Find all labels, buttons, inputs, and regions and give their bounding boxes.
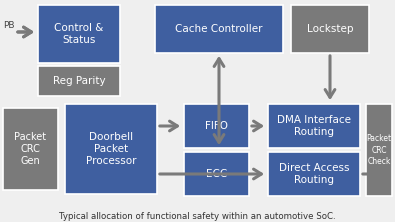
FancyBboxPatch shape — [65, 104, 157, 194]
Text: Packet
CRC
Gen: Packet CRC Gen — [15, 132, 47, 166]
Text: PB: PB — [3, 20, 15, 30]
Text: Cache Controller: Cache Controller — [175, 24, 263, 34]
Text: Direct Access
Routing: Direct Access Routing — [279, 163, 349, 185]
FancyBboxPatch shape — [366, 104, 392, 196]
FancyBboxPatch shape — [268, 152, 360, 196]
Text: FIFO: FIFO — [205, 121, 228, 131]
Text: Packet
CRC
Check: Packet CRC Check — [367, 134, 391, 166]
FancyBboxPatch shape — [3, 108, 58, 190]
Text: Typical allocation of functional safety within an automotive SoC.: Typical allocation of functional safety … — [59, 212, 336, 220]
FancyBboxPatch shape — [155, 5, 283, 53]
Text: Reg Parity: Reg Parity — [53, 76, 105, 86]
FancyBboxPatch shape — [291, 5, 369, 53]
FancyBboxPatch shape — [184, 104, 249, 148]
FancyBboxPatch shape — [38, 5, 120, 63]
FancyBboxPatch shape — [184, 152, 249, 196]
Text: DMA Interface
Routing: DMA Interface Routing — [277, 115, 351, 137]
Text: ECC: ECC — [206, 169, 227, 179]
FancyBboxPatch shape — [38, 66, 120, 96]
FancyBboxPatch shape — [268, 104, 360, 148]
Text: Control &
Status: Control & Status — [55, 23, 103, 45]
Text: Doorbell
Packet
Processor: Doorbell Packet Processor — [86, 132, 136, 166]
Text: Lockstep: Lockstep — [307, 24, 353, 34]
